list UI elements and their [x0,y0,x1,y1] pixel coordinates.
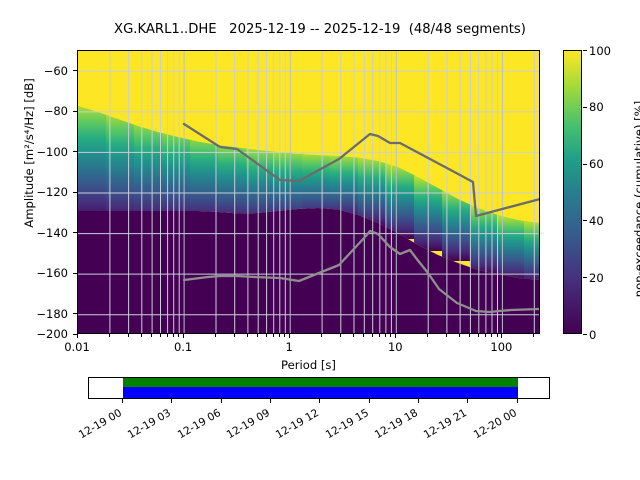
colorbar [563,50,582,334]
timeline-ticklabel: 12-19 15 [323,407,371,442]
timeline-ticklabel: 12-19 03 [126,407,174,442]
y-tickmark [73,334,77,335]
colorbar-ticklabel: 0 [589,327,597,342]
segment-band [123,387,518,398]
timeline-ticklabel: 12-19 18 [372,407,420,442]
y-ticklabel: −180 [36,306,68,321]
x-ticklabel: 0.1 [173,340,193,354]
x-ticklabel: 10 [387,340,403,354]
timeline-ticklabel: 12-20 00 [471,407,519,442]
y-ticklabel: −60 [43,63,68,78]
y-ticklabel: −160 [36,266,68,280]
y-tickmark [73,191,77,193]
y-tickmark [73,232,77,234]
y-ticklabel: −80 [43,104,68,118]
ppsd-plot-area[interactable] [77,50,540,334]
y-tickmark [73,70,77,71]
x-axis-label: Period [s] [281,358,336,372]
colorbar-ticklabel: 80 [589,100,604,115]
page-title: XG.KARL1..DHE 2025-12-19 -- 2025-12-19 (… [114,22,526,37]
colorbar-ticklabel: 100 [589,43,611,58]
colorbar-ticklabel: 20 [589,270,604,285]
y-tickmark [73,313,77,315]
data-coverage-band [123,378,518,387]
zero-percentile-region [78,208,539,333]
gridlines [78,51,539,333]
y-tickmark [73,151,77,153]
ppsd-heatmap [78,51,539,333]
y-ticklabel: −100 [36,144,68,159]
timeline-ticklabel: 12-19 06 [175,407,223,442]
timeline-ticklabel: 12-19 21 [422,407,470,442]
low-noise-model-line [182,229,539,314]
timeline-ticklabel: 12-19 00 [76,407,124,442]
colorbar-label: non-exceedance (cumulative) [%] [632,100,640,298]
x-ticklabel: 1 [285,340,293,354]
y-tickmark [73,110,77,112]
y-axis-label: Amplitude [m²/s⁴/Hz] [dB] [22,78,36,228]
timeline-ticklabel: 12-19 12 [274,407,322,442]
x-ticklabel: 100 [490,340,513,354]
y-ticklabel: −120 [36,185,68,199]
colorbar-ticklabel: 40 [589,213,604,228]
timeline-ticklabel: 12-19 09 [224,407,272,442]
data-coverage-timeline[interactable] [88,377,550,399]
high-noise-model-line [182,122,539,218]
y-ticklabel: −140 [36,225,68,240]
y-ticklabel: −200 [36,327,68,341]
y-tickmark [73,272,77,274]
colorbar-ticklabel: 60 [589,157,604,172]
x-ticklabel: 0.01 [64,340,90,354]
